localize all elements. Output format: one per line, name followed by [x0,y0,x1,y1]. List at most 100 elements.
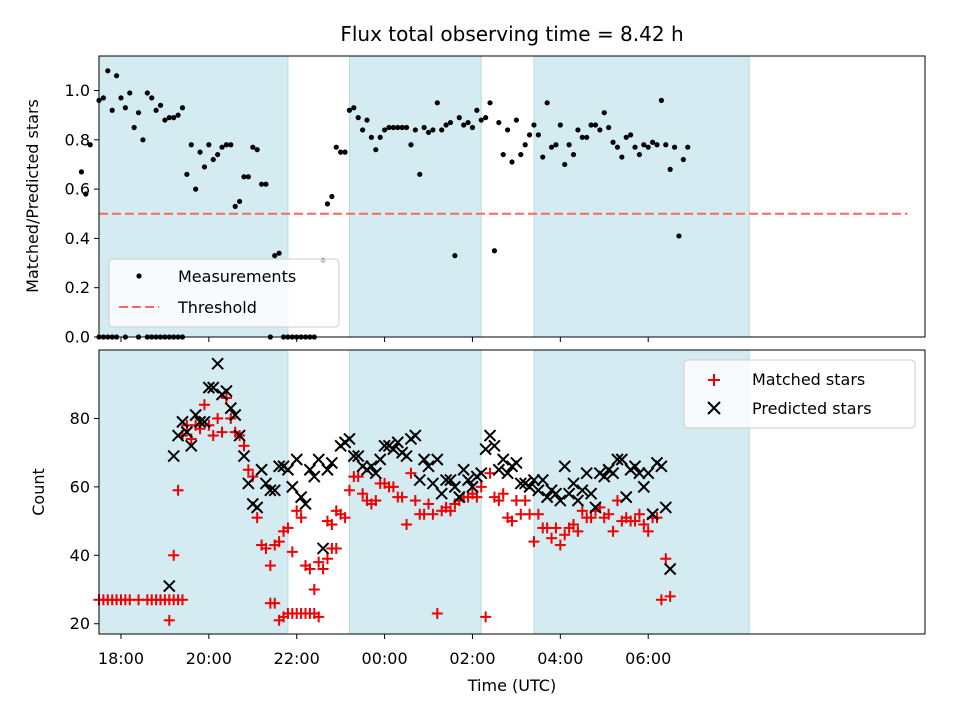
predicted-star-point [422,460,435,473]
measurement-point [584,134,590,140]
predicted-star-point [409,429,422,442]
measurement-point [461,122,467,128]
predicted-star-point [224,401,238,415]
matched-star-point [655,594,667,606]
matched-star-point [546,532,558,544]
predicted-star-point [633,466,646,480]
measurement-point [351,105,357,111]
measurement-point [658,97,664,103]
measurement-point [439,127,445,133]
matched-star-point [585,512,597,524]
predicted-star-point [536,473,549,487]
predicted-star-point [532,484,545,497]
predicted-star-point [479,443,492,456]
measurement-point [474,107,480,113]
measurement-point [276,250,282,256]
predicted-star-point [281,463,295,476]
matched-star-point [282,522,294,534]
predicted-star-point [580,466,593,480]
bottom-panel: 20 40 60 80 18:00 20:00 22:00 00:00 02:00 04:00 0… [29,349,926,695]
measurement-point [526,132,533,138]
matched-star-point [405,467,417,479]
predicted-star-point [615,453,629,466]
predicted-star-point [176,415,189,429]
predicted-star-point [193,415,207,429]
predicted-star-point [514,477,527,490]
measurement-point [588,122,594,128]
measurement-point [215,151,221,158]
measurement-point [135,110,142,116]
measurement-point [680,156,686,163]
measurement-point [570,151,577,158]
bottom-y-tick-label: 20 [70,614,90,633]
measurement-point [417,171,423,177]
measurement-point [505,127,511,133]
predicted-star-point [352,449,365,463]
predicted-star-point [431,453,444,466]
matched-star-point [431,607,443,619]
measurement-point [175,112,181,118]
measurement-point [575,127,581,133]
predicted-star-point [646,508,659,521]
measurement-point [149,95,155,101]
matched-star-point [480,611,492,623]
predicted-star-point [185,439,198,453]
predicted-star-point [606,466,620,480]
measurement-point [399,124,405,131]
measurement-point [113,73,120,79]
matched-star-point [660,553,672,565]
measurement-point [140,137,146,143]
predicted-star-point [189,408,202,422]
predicted-star-point [264,484,277,497]
top-shaded-interval-2 [533,55,750,338]
legend-threshold-label: Threshold [177,298,257,317]
predicted-star-point [598,470,611,483]
matched-star-point [568,519,580,531]
measurement-point [597,127,603,133]
measurement-point [535,132,541,138]
matched-star-point [532,508,544,520]
predicted-star-point [202,381,216,394]
matched-star-point [308,584,320,596]
measurement-point [377,134,383,140]
measurement-point [122,105,128,111]
predicted-star-point [343,432,356,446]
predicted-star-point [373,453,387,466]
measurement-point [395,124,401,131]
measurement-point [360,127,366,133]
matched-star-point [387,481,399,493]
measurement-point [636,151,643,158]
matched-star-point [638,519,650,531]
top-x-ticks [120,337,649,342]
measurement-point [338,149,344,155]
x-axis-label: Time (UTC) [467,676,556,695]
legend-measurements-label: Measurements [178,267,296,286]
matched-star-point [172,484,184,496]
measurement-point [197,149,203,155]
predicted-star-point [242,477,255,490]
bottom-y-axis-label: Count [29,468,48,516]
measurement-point [421,124,427,131]
measurement-point [509,159,515,165]
measurement-point [78,169,85,175]
measurement-point [553,142,559,148]
bottom-x-tick-label: 00:00 [362,649,408,668]
predicted-star-point [198,415,211,429]
predicted-star-point [628,460,642,473]
measurement-point [157,102,164,108]
matched-star-point [572,525,584,537]
bottom-x-tick-label: 18:00 [98,649,144,668]
bottom-shaded-interval-0 [98,349,289,635]
measurement-point [329,193,335,200]
predicted-star-point [259,477,273,490]
matched-star-point [198,399,210,411]
measurement-point [540,154,546,160]
measurement-point [685,144,691,150]
measurement-point [188,142,194,148]
measurement-point [241,174,247,180]
matched-star-point [343,484,355,496]
predicted-star-point [435,487,448,500]
measurement-point [342,149,348,155]
matched-star-point [260,542,272,554]
